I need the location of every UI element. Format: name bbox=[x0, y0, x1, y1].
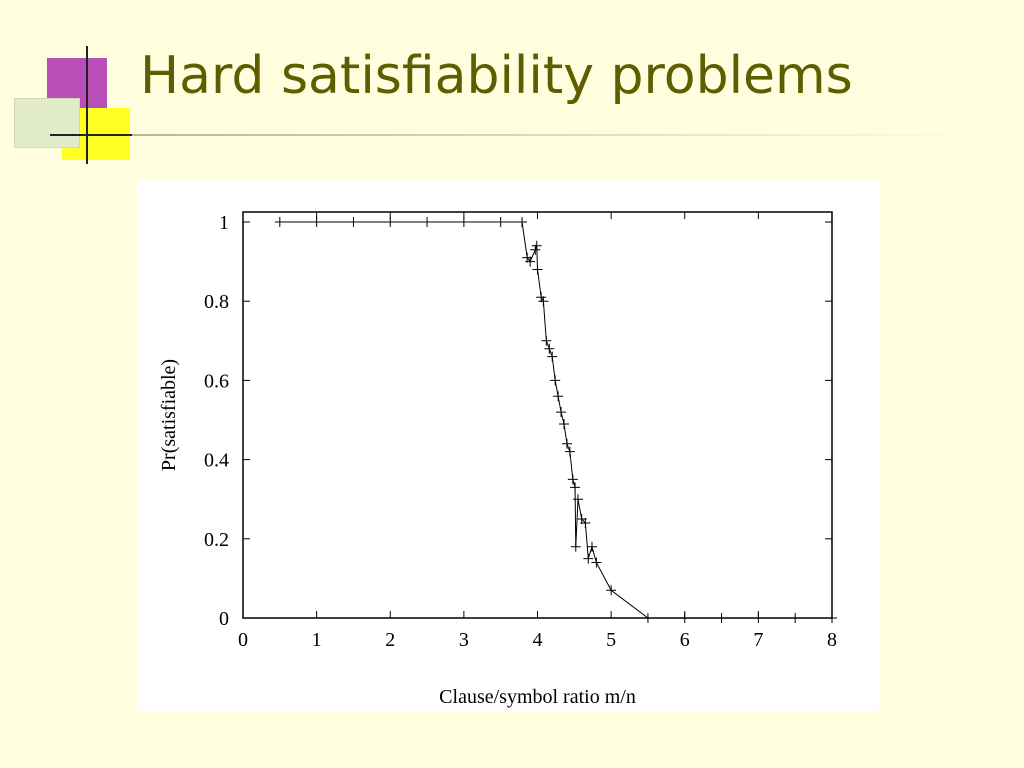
x-tick-label: 0 bbox=[238, 629, 248, 651]
point-marker bbox=[544, 343, 555, 354]
y-tick-label: 0.2 bbox=[204, 529, 229, 551]
point-marker bbox=[547, 351, 558, 362]
point-marker bbox=[753, 613, 764, 623]
point-marker bbox=[559, 418, 570, 429]
point-marker bbox=[716, 613, 727, 623]
y-axis-label: Pr(satisfiable) bbox=[158, 359, 180, 471]
point-marker bbox=[525, 256, 536, 267]
point-marker bbox=[583, 553, 594, 564]
point-marker bbox=[531, 240, 542, 251]
point-marker bbox=[517, 217, 528, 227]
data-line bbox=[279, 221, 832, 619]
point-marker bbox=[274, 217, 285, 227]
point-marker bbox=[530, 244, 541, 255]
point-marker bbox=[536, 292, 547, 303]
point-marker bbox=[550, 375, 561, 386]
x-tick-label: 5 bbox=[606, 629, 616, 651]
slide-title: Hard satisfiability problems bbox=[140, 46, 853, 106]
x-tick-label: 1 bbox=[312, 629, 322, 651]
x-tick-label: 8 bbox=[827, 629, 837, 651]
point-marker bbox=[790, 613, 801, 623]
y-tick-label: 0.6 bbox=[204, 370, 229, 392]
point-marker bbox=[541, 335, 552, 346]
point-marker bbox=[591, 557, 602, 568]
point-marker bbox=[311, 217, 322, 227]
point-marker bbox=[679, 613, 690, 623]
y-tick-label: 0 bbox=[219, 608, 229, 630]
point-marker bbox=[385, 217, 396, 227]
point-marker bbox=[827, 613, 837, 623]
point-marker bbox=[538, 296, 549, 307]
point-marker bbox=[422, 217, 433, 227]
point-marker bbox=[570, 482, 581, 493]
x-axis-label: Clause/symbol ratio m/n bbox=[439, 686, 636, 708]
y-tick-label: 0.8 bbox=[204, 291, 229, 313]
point-marker bbox=[495, 217, 506, 227]
x-tick-label: 6 bbox=[680, 629, 690, 651]
point-marker bbox=[570, 541, 581, 552]
y-tick-label: 0.4 bbox=[204, 450, 229, 472]
point-marker bbox=[606, 585, 617, 596]
point-marker bbox=[553, 391, 564, 402]
point-marker bbox=[564, 446, 575, 457]
point-marker bbox=[567, 474, 578, 485]
x-tick-label: 4 bbox=[533, 629, 543, 651]
point-marker bbox=[561, 438, 572, 449]
x-tick-label: 3 bbox=[459, 629, 469, 651]
point-marker bbox=[556, 407, 567, 418]
x-tick-label: 2 bbox=[385, 629, 395, 651]
point-marker bbox=[642, 613, 653, 623]
point-marker bbox=[532, 264, 543, 275]
point-marker bbox=[572, 494, 583, 505]
plot-frame bbox=[242, 211, 833, 619]
point-marker bbox=[580, 517, 591, 528]
chart: 0 0.2 0.4 0.6 0.8 1 0 1 2 3 4 5 6 7 8 Clause/symbol rat… bbox=[137, 180, 879, 711]
point-marker bbox=[586, 541, 597, 552]
point-marker bbox=[348, 217, 359, 227]
x-tick-label: 7 bbox=[753, 629, 763, 651]
y-tick-label: 1 bbox=[219, 212, 229, 234]
point-marker bbox=[458, 217, 469, 227]
